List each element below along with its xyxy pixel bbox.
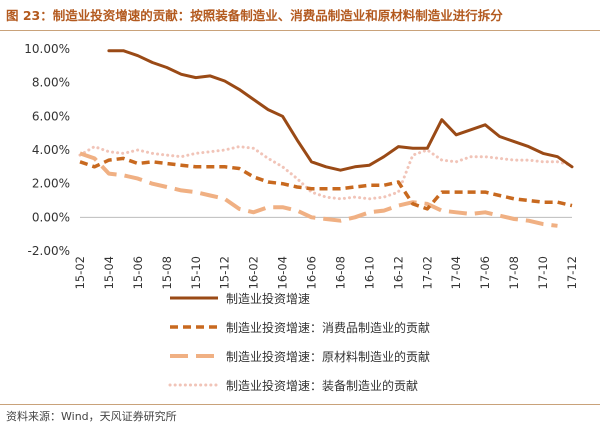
x-tick-label: 2015-04 — [102, 256, 116, 290]
x-tick-label: 2015-08 — [160, 256, 174, 290]
line-chart: -2.00% 0.00% 2.00% 4.00% 6.00% 8.00% 10.00% 20… — [24, 42, 579, 290]
legend-swatch-solid — [170, 296, 218, 300]
x-tick-label: 2016-10 — [362, 256, 376, 290]
legend-swatch-long-dashed — [170, 354, 218, 358]
legend-label: 制造业投资增速：原材料制造业的贡献 — [226, 349, 431, 364]
legend: 制造业投资增速 制造业投资增速：消费品制造业的贡献 制造业投资增速：原材料制造业… — [168, 286, 430, 402]
legend-item: 制造业投资增速：消费品制造业的贡献 — [168, 315, 430, 339]
y-tick-label: 2.00% — [32, 177, 70, 191]
source-note: 资料来源：Wind，天风证券研究所 — [6, 410, 177, 423]
legend-item: 制造业投资增速 — [168, 286, 430, 310]
legend-item: 制造业投资增速：原材料制造业的贡献 — [168, 344, 430, 368]
y-tick-label: 0.00% — [32, 210, 70, 224]
legend-label: 制造业投资增速：消费品制造业的贡献 — [226, 320, 431, 335]
x-tick-label: 2016-02 — [247, 256, 261, 290]
legend-swatch-dotted — [168, 383, 220, 387]
x-tick-label: 2015-06 — [131, 256, 145, 290]
x-tick-label: 2017-06 — [478, 256, 492, 290]
x-tick-label: 2015-12 — [218, 256, 232, 290]
series-line-long-dashed — [79, 151, 558, 228]
title-divider — [0, 30, 600, 31]
legend-item: 制造业投资增速：装备制造业的贡献 — [168, 373, 430, 397]
y-tick-label: 4.00% — [32, 143, 70, 157]
y-tick-label: 8.00% — [32, 76, 70, 90]
y-tick-label: -2.00% — [28, 244, 70, 258]
y-axis-labels: -2.00% 0.00% 2.00% 4.00% 6.00% 8.00% 10.00% — [24, 42, 70, 258]
x-axis-labels: 2015-02 2015-04 2015-06 2015-08 2015-10 2015-… — [73, 256, 579, 290]
footer-divider — [0, 404, 600, 405]
legend-swatch-dashed — [170, 325, 218, 329]
series-line-dashed — [79, 156, 573, 211]
x-tick-label: 2016-06 — [305, 256, 319, 290]
series-line-dotted — [78, 145, 574, 201]
legend-label: 制造业投资增速：装备制造业的贡献 — [226, 378, 419, 393]
x-tick-label: 2017-10 — [536, 256, 550, 290]
legend-label: 制造业投资增速 — [226, 291, 311, 306]
x-tick-label: 2017-08 — [507, 256, 521, 290]
x-tick-label: 2016-08 — [333, 256, 347, 290]
x-tick-label: 2016-04 — [276, 256, 290, 290]
series-group — [78, 49, 574, 228]
x-tick-label: 2015-10 — [189, 256, 203, 290]
x-tick-label: 2015-02 — [73, 256, 87, 290]
series-line-solid — [107, 49, 574, 172]
y-tick-label: 6.00% — [32, 109, 70, 123]
y-tick-label: 10.00% — [24, 42, 70, 56]
x-tick-label: 2017-02 — [420, 256, 434, 290]
x-tick-label: 2016-12 — [391, 256, 405, 290]
x-tick-label: 2017-12 — [565, 256, 579, 290]
x-tick-label: 2017-04 — [449, 256, 463, 290]
chart-title: 图 23：制造业投资增速的贡献：按照装备制造业、消费品制造业和原材料制造业进行拆… — [6, 8, 503, 23]
